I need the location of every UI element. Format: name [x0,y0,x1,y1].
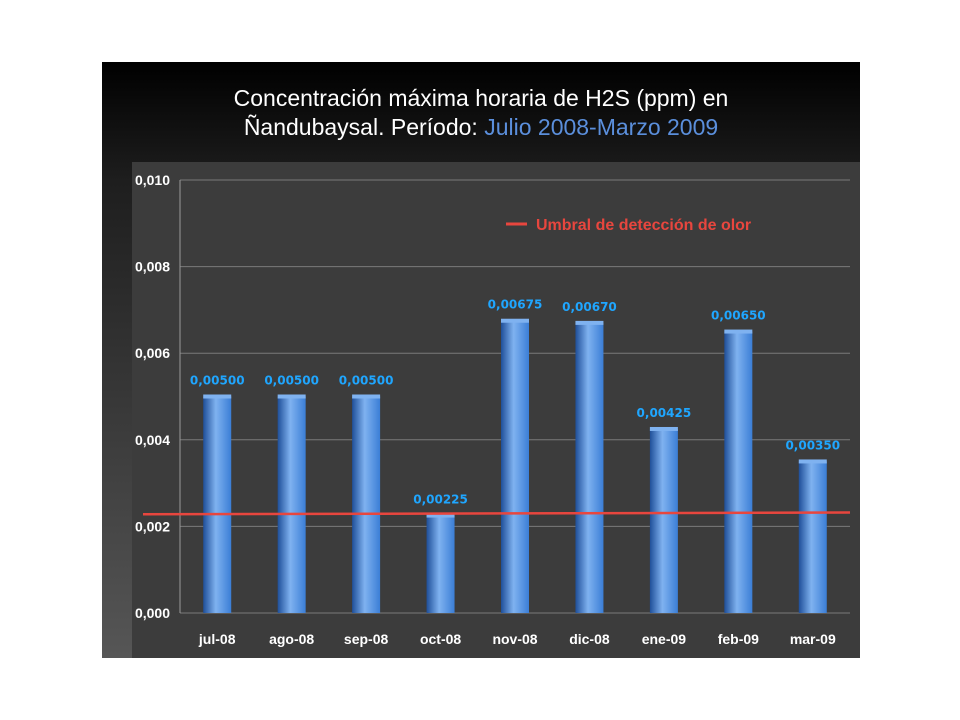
x-tick-label: dic-08 [569,631,610,647]
axes: 0,000 0,002 0,004 0,006 0,008 0,010 jul-08 ago-… [135,172,836,647]
data-label: 0,00650 [711,309,766,323]
bar [649,428,678,613]
bar-cap [724,329,753,334]
bar-cap [798,459,827,464]
slide: Concentración máxima horaria de H2S (ppm… [102,62,860,658]
y-tick-label: 0,004 [135,432,170,448]
bar-cap [649,426,678,431]
threshold-layer [142,511,851,516]
bar [575,322,604,613]
x-tick-label: ago-08 [269,631,314,647]
legend: Umbral de detección de olor [506,217,751,234]
data-labels: 0,00500 0,00500 0,00500 0,00225 0,00675 0,006… [190,298,840,507]
bar [501,320,529,613]
x-tick-label: feb-09 [718,631,759,647]
x-tick-label: jul-08 [198,631,236,647]
data-label: 0,00425 [637,406,692,420]
bar [426,515,455,613]
data-label: 0,00350 [785,438,840,452]
title-line-2-prefix: Ñandubaysal. Período: [243,114,485,140]
bar-cap [277,394,306,399]
title-line-1: Concentración máxima horaria de H2S (ppm… [233,85,729,111]
bar-cap [501,318,529,323]
data-label: 0,00500 [190,374,245,388]
bar-cap [203,394,232,399]
bar [352,396,381,613]
data-label: 0,00500 [339,374,394,388]
y-tick-label: 0,010 [135,172,170,188]
data-label: 0,00500 [264,374,319,388]
bar-cap [575,320,604,325]
threshold-line [142,511,851,516]
bar-cap [426,513,455,518]
legend-label: Umbral de detección de olor [536,217,751,234]
data-label: 0,00225 [413,493,468,507]
chart-title: Concentración máxima horaria de H2S (ppm… [102,84,860,142]
y-tick-label: 0,008 [135,259,170,275]
title-line-2: Ñandubaysal. Período: Julio 2008-Marzo 2… [102,113,860,142]
bar-cap [352,394,381,399]
plot-panel: 0,000 0,002 0,004 0,006 0,008 0,010 jul-08 ago-… [132,162,860,658]
bars [203,318,827,613]
x-tick-label: mar-09 [790,631,836,647]
bar-chart: 0,000 0,002 0,004 0,006 0,008 0,010 jul-08 ago-… [135,172,851,647]
x-tick-label: sep-08 [344,631,389,647]
bar [203,396,232,613]
title-period: Julio 2008-Marzo 2009 [484,114,719,140]
data-label: 0,00675 [488,298,543,312]
bar [724,331,753,613]
x-tick-label: nov-08 [492,631,537,647]
y-tick-label: 0,000 [135,605,170,621]
x-tick-label: oct-08 [420,631,461,647]
y-tick-label: 0,002 [135,518,170,534]
bar [798,461,827,613]
y-tick-label: 0,006 [135,345,170,361]
x-tick-label: ene-09 [642,631,687,647]
bar [277,396,306,613]
data-label: 0,00670 [562,300,617,314]
